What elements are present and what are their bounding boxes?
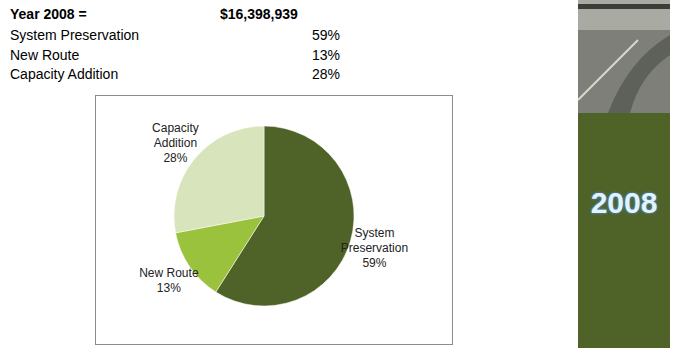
html-text:System Preservation: System Preservation [10,27,140,43]
svg-text:SystemPreservation59%: SystemPreservation59% [341,226,408,270]
html-text:13%: 13% [312,46,340,63]
html-text:Capacity Addition: Capacity Addition [10,66,119,82]
html-text:2008: 2008 [590,186,658,219]
svg-text:New Route13%: New Route13% [139,266,199,295]
html-text:New Route: New Route [10,46,80,63]
svg-text:CapacityAddition28%: CapacityAddition28% [152,121,199,165]
html-text:59%: 59% [312,27,340,43]
html-text:$16,398,939: $16,398,939 [220,6,298,22]
html-text:Year 2008 =: Year 2008 = [10,6,87,22]
html-text:28%: 28% [312,66,340,82]
